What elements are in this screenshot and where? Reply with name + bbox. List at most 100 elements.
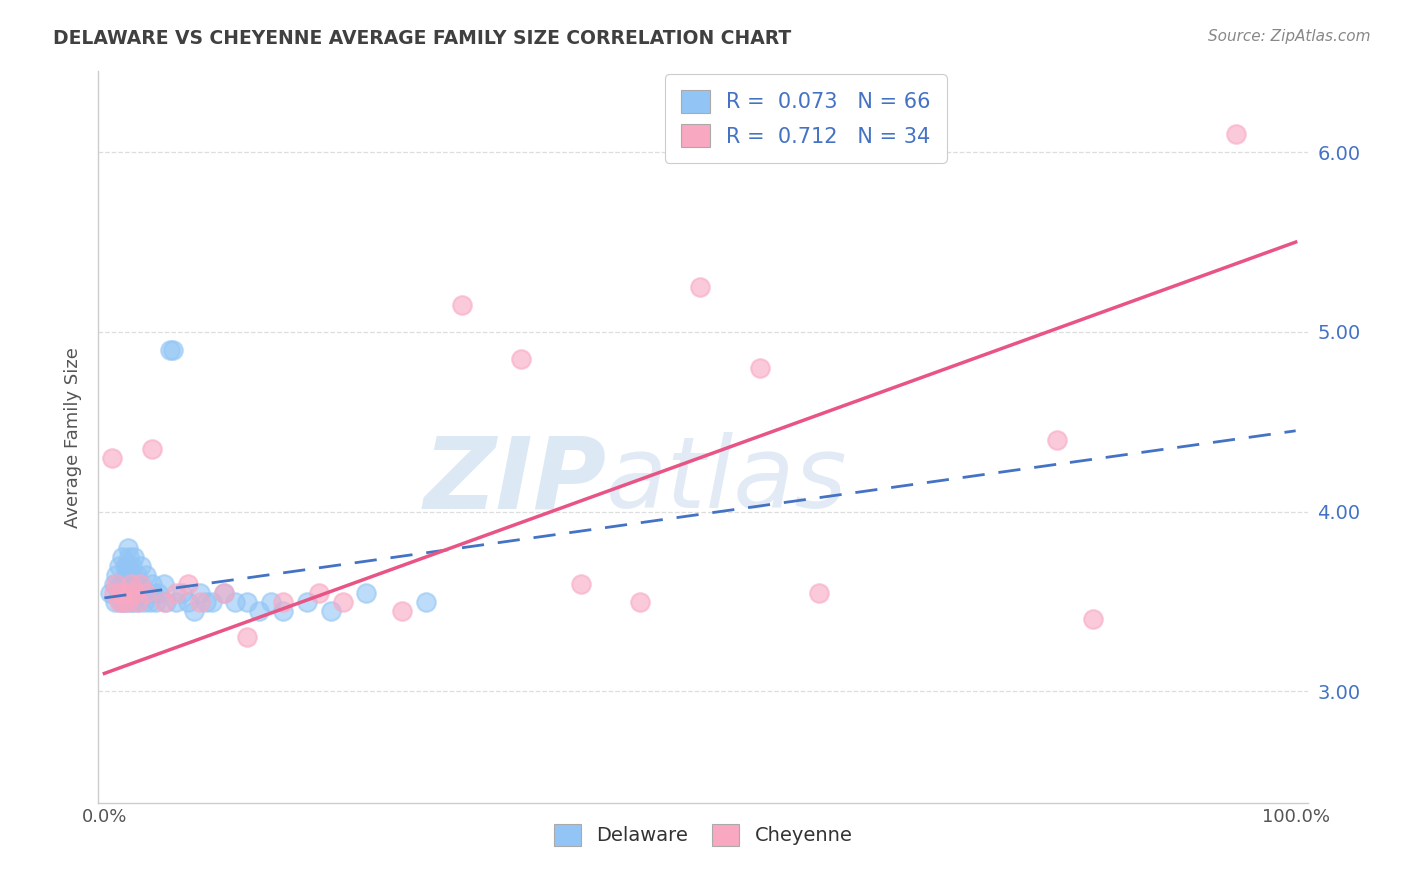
- Point: [117, 594, 139, 608]
- Point: [112, 594, 135, 608]
- Point: [107, 558, 129, 573]
- Point: [131, 585, 153, 599]
- Point: [236, 594, 259, 608]
- Point: [103, 576, 125, 591]
- Point: [108, 576, 131, 591]
- Point: [138, 594, 160, 608]
- Point: [117, 541, 139, 555]
- Point: [135, 585, 157, 599]
- Point: [155, 594, 177, 608]
- Point: [165, 594, 187, 608]
- Point: [136, 585, 159, 599]
- Point: [124, 576, 146, 591]
- Point: [510, 351, 533, 366]
- Point: [117, 558, 139, 573]
- Point: [129, 576, 152, 591]
- Text: DELAWARE VS CHEYENNE AVERAGE FAMILY SIZE CORRELATION CHART: DELAWARE VS CHEYENNE AVERAGE FAMILY SIZE…: [53, 29, 792, 47]
- Point: [153, 594, 176, 608]
- Point: [100, 450, 122, 465]
- Point: [103, 585, 125, 599]
- Legend: Delaware, Cheyenne: Delaware, Cheyenne: [544, 814, 862, 855]
- Point: [271, 603, 294, 617]
- Point: [107, 585, 129, 599]
- Point: [122, 549, 145, 564]
- Point: [247, 603, 270, 617]
- Y-axis label: Average Family Size: Average Family Size: [63, 347, 82, 527]
- Point: [117, 585, 139, 599]
- Point: [135, 567, 157, 582]
- Point: [105, 567, 128, 582]
- Point: [122, 585, 145, 599]
- Point: [122, 585, 145, 599]
- Point: [132, 594, 155, 608]
- Point: [141, 576, 163, 591]
- Point: [212, 585, 235, 599]
- Point: [1225, 128, 1247, 142]
- Point: [356, 585, 378, 599]
- Point: [308, 585, 330, 599]
- Point: [159, 343, 181, 357]
- Point: [153, 576, 176, 591]
- Text: ZIP: ZIP: [423, 433, 606, 530]
- Point: [200, 594, 222, 608]
- Point: [114, 558, 136, 573]
- Point: [114, 594, 136, 608]
- Text: atlas: atlas: [606, 433, 848, 530]
- Point: [271, 594, 294, 608]
- Point: [120, 567, 142, 582]
- Point: [118, 576, 141, 591]
- Point: [146, 585, 169, 599]
- Point: [1046, 433, 1069, 447]
- Point: [104, 594, 127, 608]
- Point: [112, 585, 135, 599]
- Text: Source: ZipAtlas.com: Source: ZipAtlas.com: [1208, 29, 1371, 44]
- Point: [183, 603, 205, 617]
- Point: [1081, 612, 1104, 626]
- Point: [630, 594, 652, 608]
- Point: [114, 585, 136, 599]
- Point: [194, 594, 217, 608]
- Point: [112, 594, 135, 608]
- Point: [105, 576, 128, 591]
- Point: [110, 585, 132, 599]
- Point: [450, 298, 472, 312]
- Point: [115, 585, 138, 599]
- Point: [125, 567, 148, 582]
- Point: [121, 585, 143, 599]
- Point: [131, 558, 153, 573]
- Point: [177, 576, 200, 591]
- Point: [114, 567, 136, 582]
- Point: [260, 594, 283, 608]
- Point: [111, 549, 134, 564]
- Point: [121, 558, 143, 573]
- Point: [295, 594, 318, 608]
- Point: [122, 576, 145, 591]
- Point: [808, 585, 831, 599]
- Point: [122, 594, 145, 608]
- Point: [332, 594, 354, 608]
- Point: [236, 631, 259, 645]
- Point: [319, 603, 342, 617]
- Point: [118, 549, 141, 564]
- Point: [107, 594, 129, 608]
- Point: [141, 442, 163, 456]
- Point: [127, 594, 149, 608]
- Point: [98, 585, 121, 599]
- Point: [224, 594, 246, 608]
- Point: [165, 585, 187, 599]
- Point: [110, 594, 132, 608]
- Point: [188, 594, 211, 608]
- Point: [748, 360, 770, 375]
- Point: [114, 585, 136, 599]
- Point: [129, 576, 152, 591]
- Point: [120, 576, 142, 591]
- Point: [391, 603, 413, 617]
- Point: [145, 594, 167, 608]
- Point: [111, 576, 134, 591]
- Point: [162, 343, 184, 357]
- Point: [188, 585, 211, 599]
- Point: [120, 594, 142, 608]
- Point: [127, 594, 149, 608]
- Point: [170, 585, 193, 599]
- Point: [212, 585, 235, 599]
